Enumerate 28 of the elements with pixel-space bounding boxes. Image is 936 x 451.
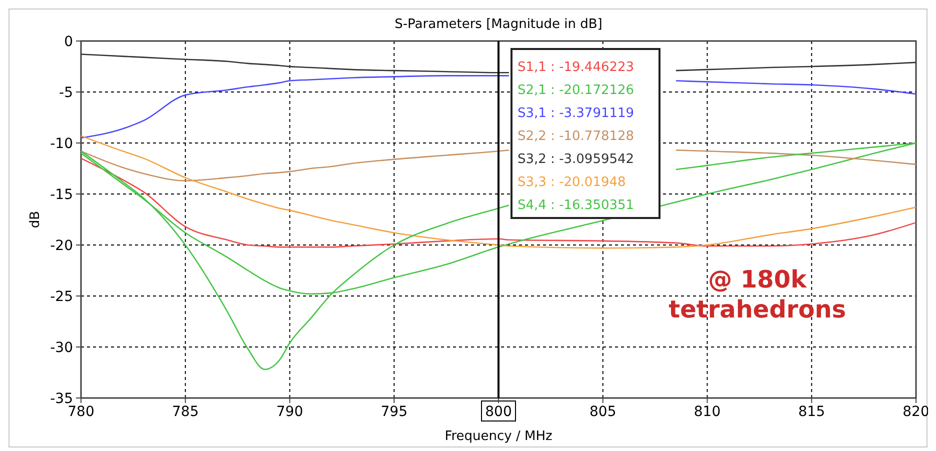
x-tick-label: 795 <box>380 404 408 420</box>
y-tick-label: 0 <box>64 34 73 50</box>
y-tick-label: -20 <box>50 238 73 254</box>
y-tick-label: -15 <box>50 187 73 203</box>
y-tick-label: -30 <box>50 340 73 356</box>
annotation: S2,2 : -10.778128 <box>518 129 634 144</box>
x-tick-label: 780 <box>68 404 94 420</box>
annotation: S4,4 : -16.350351 <box>518 198 634 213</box>
y-tick-label: -5 <box>59 85 73 101</box>
x-axis-title: Frequency / MHz <box>444 429 552 444</box>
y-tick-label: -25 <box>50 289 73 305</box>
x-tick-label: 820 <box>902 404 930 420</box>
ref-line-label: 800 <box>485 404 512 420</box>
x-tick-label: 815 <box>798 404 825 420</box>
x-tick-label: 810 <box>694 404 721 420</box>
annotation: S3,1 : -3.3791119 <box>518 106 634 121</box>
y-tick-label: -35 <box>50 391 73 407</box>
x-tick-label: 790 <box>276 404 304 420</box>
y-axis-title: dB <box>28 210 43 228</box>
x-tick-label: 805 <box>590 404 616 420</box>
annotation: S1,1 : -19.446223 <box>518 60 634 75</box>
annotation: @ 180k tetrahedrons <box>668 266 846 324</box>
y-tick-label: -10 <box>50 136 73 152</box>
annotation: S3,3 : -20.01948 <box>518 175 626 190</box>
x-tick-label: 785 <box>172 404 199 420</box>
annotation: S3,2 : -3.0959542 <box>518 152 634 167</box>
chart-title: S-Parameters [Magnitude in dB] <box>394 17 602 32</box>
annotation: S2,1 : -20.172126 <box>518 83 634 98</box>
